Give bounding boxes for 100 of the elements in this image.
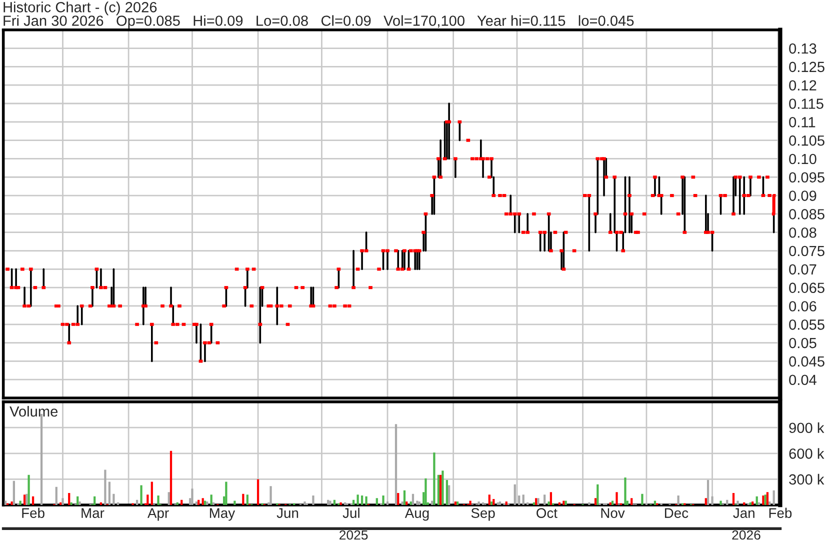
bar xyxy=(333,500,336,505)
bar xyxy=(440,474,442,505)
bar xyxy=(526,502,529,505)
bar xyxy=(210,494,212,505)
bar xyxy=(677,496,680,505)
bar xyxy=(146,494,149,505)
bar xyxy=(611,500,614,505)
bar xyxy=(711,496,714,505)
bar xyxy=(104,470,106,505)
bar xyxy=(498,502,502,505)
x-tick-label: Jan xyxy=(733,508,754,518)
bar xyxy=(225,482,228,505)
bar xyxy=(418,502,420,505)
bar xyxy=(736,500,739,505)
bar xyxy=(4,500,7,505)
bar xyxy=(386,502,389,505)
bar xyxy=(26,494,28,505)
bar xyxy=(246,494,248,505)
candlestick xyxy=(452,157,459,178)
bar xyxy=(492,498,495,505)
bar xyxy=(116,502,120,505)
y-tick-label: 0.08 xyxy=(789,227,816,238)
bar xyxy=(482,502,484,505)
bar xyxy=(12,480,15,505)
candlestick xyxy=(380,249,387,270)
bar xyxy=(433,452,436,505)
bar xyxy=(706,480,710,505)
y-tick-label: 300 k xyxy=(789,474,824,485)
bar xyxy=(202,498,204,505)
bar xyxy=(743,502,746,505)
bar xyxy=(720,500,722,505)
bar xyxy=(624,477,626,505)
bar xyxy=(94,496,96,505)
bar xyxy=(756,496,758,505)
candlestick xyxy=(21,286,28,308)
y-tick-label: 0.12 xyxy=(789,80,816,91)
bar xyxy=(437,474,440,505)
bar xyxy=(446,480,448,505)
candlestick xyxy=(736,176,744,215)
bar xyxy=(544,494,546,505)
x-tick-label: Feb xyxy=(22,508,44,518)
bar xyxy=(206,502,208,505)
bar xyxy=(352,500,355,505)
candlestick xyxy=(524,213,532,234)
bar xyxy=(312,496,314,505)
chart-title: Historic Chart - (c) 2026 xyxy=(4,2,157,16)
bar xyxy=(454,502,456,505)
bar xyxy=(588,502,590,505)
bar xyxy=(365,496,368,505)
candlestick xyxy=(384,249,391,270)
y-tick-label: 0.055 xyxy=(789,319,824,330)
x-tick-label: Oct xyxy=(536,508,558,518)
bar xyxy=(32,496,34,505)
candlestick xyxy=(358,249,366,270)
x-tick-label: Sep xyxy=(471,508,495,521)
bar xyxy=(360,496,364,505)
bar xyxy=(382,496,384,505)
bar xyxy=(403,490,406,505)
bar xyxy=(424,478,427,505)
bar xyxy=(431,500,434,505)
bar xyxy=(242,494,244,505)
y-tick-label: 0.11 xyxy=(789,117,816,128)
bar xyxy=(108,482,111,505)
candlestick xyxy=(536,230,544,252)
bar xyxy=(406,502,408,505)
bar xyxy=(732,492,735,505)
bar xyxy=(28,474,30,505)
bar xyxy=(772,490,775,505)
x-tick-label: Dec xyxy=(664,508,688,518)
bar xyxy=(550,492,552,505)
candlestick xyxy=(350,250,357,290)
x-tick-label: Mar xyxy=(82,508,104,518)
bar xyxy=(456,502,459,505)
x2-tick-label: 2025 xyxy=(340,530,368,540)
bar xyxy=(55,486,58,505)
candlestick xyxy=(274,286,281,326)
bar xyxy=(749,502,752,505)
bar xyxy=(256,479,260,505)
bar xyxy=(397,492,400,505)
y-tick-label: 0.05 xyxy=(789,338,816,348)
x2-tick-label: 2026 xyxy=(732,530,760,540)
bar xyxy=(112,494,115,505)
bar xyxy=(327,500,330,505)
bar xyxy=(376,498,378,505)
y-tick-label: 0.06 xyxy=(789,301,816,312)
bar xyxy=(168,492,170,505)
bar xyxy=(594,498,597,505)
y-tick-label: 0.09 xyxy=(789,190,816,201)
x-tick-label: Feb xyxy=(769,508,792,518)
candlestick xyxy=(507,194,514,216)
bar xyxy=(442,470,444,505)
candlestick xyxy=(40,268,48,290)
bar xyxy=(469,500,472,505)
candlestick xyxy=(626,176,633,234)
bar xyxy=(23,494,26,505)
bar xyxy=(752,502,754,505)
bar xyxy=(704,498,707,505)
y-tick-label: 0.085 xyxy=(789,209,824,220)
bar xyxy=(496,502,499,505)
bar xyxy=(522,494,524,505)
